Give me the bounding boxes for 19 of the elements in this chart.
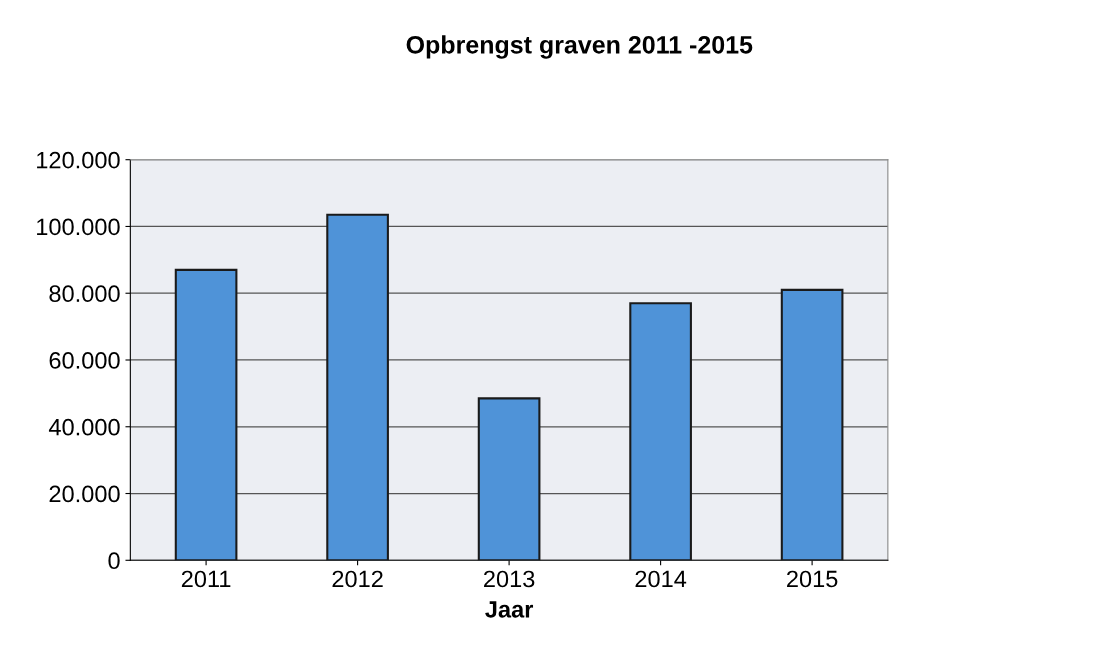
chart-title: Opbrengst graven 2011 -2015	[406, 35, 753, 59]
x-tick-label: 2014	[635, 570, 687, 588]
x-tick-label: 2013	[484, 570, 535, 588]
bar	[174, 268, 238, 561]
y-tick-label: 80.000	[49, 285, 120, 303]
y-tick-label: 40.000	[48, 418, 120, 436]
x-tick-label: 2012	[332, 570, 383, 588]
y-tick-label: 0	[108, 552, 120, 570]
bar	[326, 213, 389, 561]
bar	[477, 397, 541, 561]
y-tick-label: 20.000	[49, 485, 120, 503]
y-tick-label: 120.000	[37, 151, 120, 169]
x-axis-title: Jaar	[485, 601, 534, 618]
y-tick-label: 100.000	[37, 218, 120, 236]
x-tick-label: 2015	[787, 570, 838, 588]
bar	[629, 302, 692, 561]
bar	[780, 288, 844, 561]
y-tick-label: 60.000	[49, 352, 120, 369]
x-tick-label: 2011	[181, 570, 231, 588]
